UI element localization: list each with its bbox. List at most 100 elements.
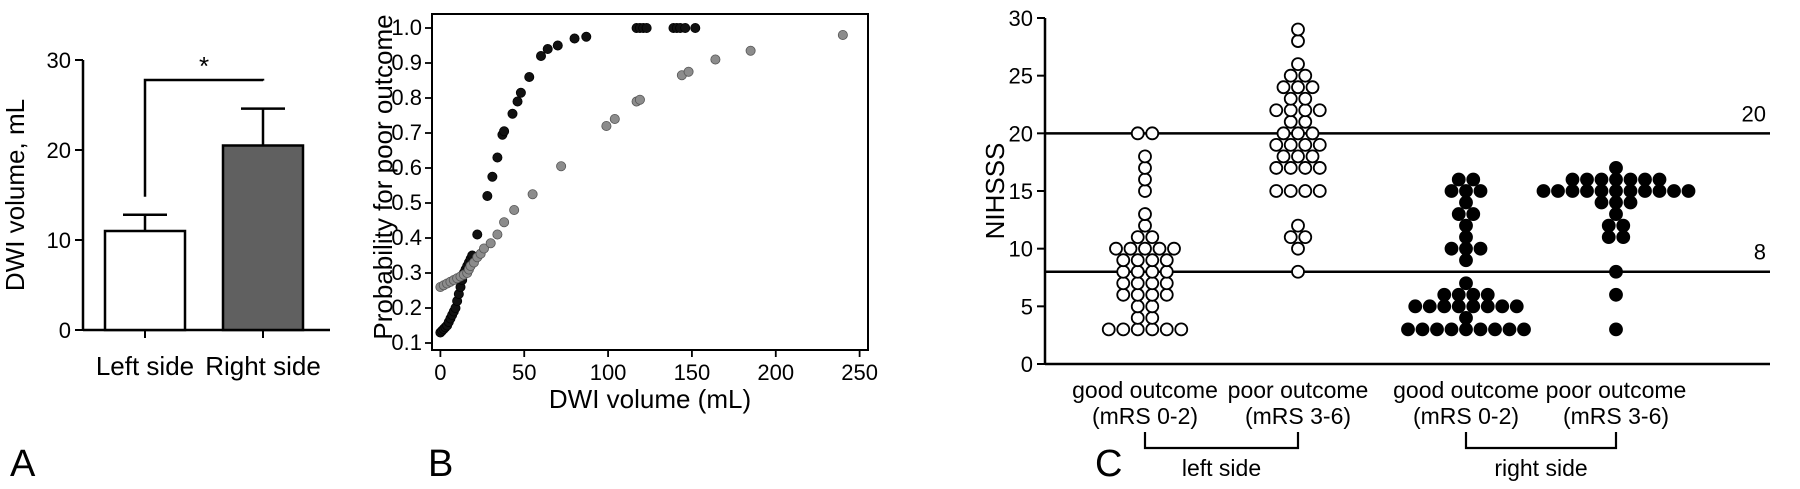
data-point [1269, 137, 1284, 152]
category-label-line2: (mRS 0-2) [1413, 403, 1519, 429]
data-point [1138, 241, 1152, 256]
data-point [1609, 322, 1623, 337]
reference-line-label: 20 [1742, 101, 1766, 126]
data-point [1609, 184, 1623, 198]
x-tick-label: 0 [434, 360, 446, 385]
panel-c-points [1101, 22, 1696, 337]
data-point [1305, 80, 1320, 95]
data-point [1466, 287, 1481, 302]
y-tick-label: 5 [1021, 294, 1033, 319]
data-point [1159, 287, 1174, 302]
data-point [527, 189, 538, 200]
panel-c-letter: C [1095, 443, 1122, 485]
data-point [485, 238, 496, 249]
y-tick-label: 0.2 [391, 295, 422, 320]
data-point [1473, 322, 1488, 337]
data-point [1138, 207, 1152, 221]
data-point [1269, 161, 1284, 175]
data-point [1283, 137, 1298, 152]
data-point [1145, 230, 1160, 245]
data-point [542, 44, 553, 55]
data-point [1283, 114, 1298, 129]
data-point [509, 204, 520, 215]
y-tick-label: 20 [47, 138, 71, 163]
data-point [1291, 57, 1305, 72]
data-point [1466, 172, 1481, 187]
y-tick-label: 0.5 [391, 190, 422, 215]
data-point [1495, 299, 1510, 314]
data-point [1466, 299, 1481, 314]
data-point [1312, 137, 1327, 152]
data-point [1609, 195, 1623, 210]
data-point [1430, 322, 1444, 337]
data-point [1145, 126, 1160, 141]
data-point [1623, 195, 1638, 210]
data-point [1298, 68, 1313, 83]
data-point [1480, 287, 1495, 302]
data-point [1130, 126, 1145, 141]
panel-a-category-labels: Left side Right side [96, 351, 321, 381]
panel-c-group-brackets: left side right side [1143, 432, 1618, 481]
data-point [1167, 241, 1181, 256]
data-point [1580, 172, 1594, 187]
data-point [1298, 230, 1313, 245]
data-point [1291, 264, 1305, 279]
data-point [1116, 287, 1131, 302]
panel-b-points [435, 22, 848, 338]
category-label: Right side [205, 351, 321, 381]
category-label-line2: (mRS 3-6) [1563, 403, 1669, 429]
panel-b-x-axis-label: DWI volume (mL) [549, 384, 751, 414]
data-point [487, 171, 498, 182]
data-point [556, 161, 567, 172]
data-point [1283, 91, 1298, 106]
data-point [472, 229, 483, 240]
data-point [1437, 287, 1452, 302]
data-point [1312, 103, 1327, 118]
category-label-line1: good outcome [1072, 377, 1218, 403]
data-point [1580, 184, 1594, 198]
data-point [1509, 299, 1524, 314]
data-point [1473, 241, 1488, 256]
data-point [1138, 161, 1152, 175]
data-point [569, 33, 580, 44]
data-point [1609, 287, 1623, 302]
data-point [1298, 103, 1313, 118]
data-point [1444, 241, 1459, 256]
data-point [1298, 161, 1313, 175]
data-point [1283, 103, 1298, 118]
data-point [1116, 264, 1131, 279]
data-point [492, 229, 503, 240]
data-point [1667, 184, 1681, 198]
group-bracket [1464, 432, 1618, 450]
data-point [1130, 230, 1145, 245]
data-point [1594, 184, 1609, 198]
data-point [1638, 172, 1652, 187]
data-point [1451, 287, 1466, 302]
y-tick-label: 0.9 [391, 50, 422, 75]
data-point [1451, 299, 1466, 314]
data-point [1652, 184, 1667, 198]
group-label: left side [1182, 455, 1261, 481]
data-point [1138, 149, 1152, 164]
category-label-line2: (mRS 0-2) [1092, 403, 1198, 429]
data-point [1269, 103, 1284, 118]
data-point [1623, 184, 1638, 198]
data-point [1459, 218, 1473, 233]
significance-marker: * [199, 51, 209, 81]
data-point [1283, 68, 1298, 83]
data-point [512, 96, 523, 107]
data-point [1145, 287, 1160, 302]
data-point [1459, 253, 1473, 268]
data-point [1145, 299, 1160, 314]
panel-b-ticks: 0 50 100 150 200 250 0.1 0.2 0.3 0.4 0.5 0.6 0.7 0.8 0… [391, 15, 878, 385]
data-point [1408, 299, 1423, 314]
data-point [1594, 172, 1609, 187]
data-point [601, 121, 612, 132]
data-point [1174, 322, 1189, 337]
y-tick-label: 10 [47, 228, 71, 253]
data-point [1459, 241, 1473, 256]
data-point [1291, 241, 1305, 256]
data-point [1138, 184, 1152, 198]
data-point [536, 51, 547, 62]
group-bracket [1143, 432, 1300, 450]
